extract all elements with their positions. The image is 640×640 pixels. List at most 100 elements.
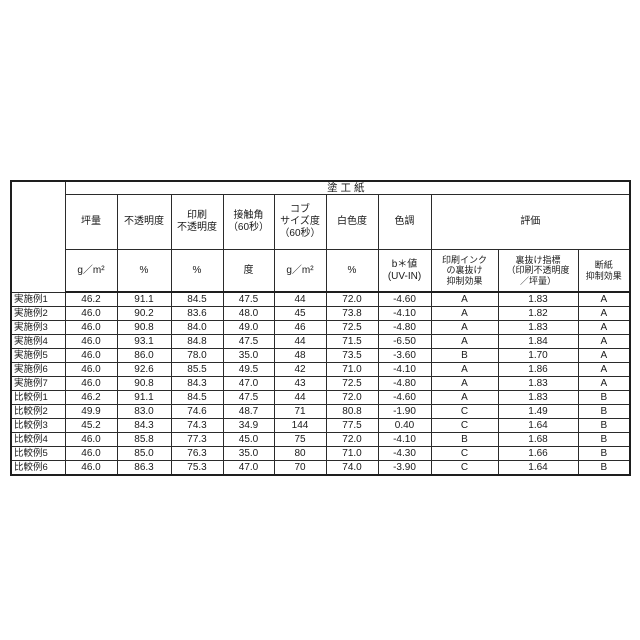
- corner-cell: [10, 180, 66, 293]
- table-cell: 90.2: [116, 306, 172, 321]
- table-cell: 91.1: [116, 291, 172, 307]
- table-cell: 84.0: [170, 320, 224, 335]
- table-cell: 48.0: [222, 306, 275, 321]
- table-cell: 46.2: [64, 390, 118, 405]
- eval-subheader-strike-through-index: 裏抜け指標 （印刷不透明度 ／坪量）: [497, 249, 579, 293]
- table-cell: -4.60: [377, 291, 432, 307]
- table-row: 実施例4 46.0 93.1 84.8 47.5 44 71.5 -6.50 A 1.84 A: [10, 334, 631, 349]
- table-cell: C: [430, 404, 499, 419]
- table-cell: 46.2: [64, 291, 118, 307]
- table-cell: 46.0: [64, 376, 118, 391]
- row-label: 実施例2: [10, 306, 66, 321]
- table-cell: 83.6: [170, 306, 224, 321]
- table-cell: 83.0: [116, 404, 172, 419]
- coated-paper-results-table: 塗工紙 坪量 不透明度 印刷 不透明度 接触角 （60秒） コブ サイズ度 （6…: [10, 180, 632, 476]
- table-cell: 73.8: [325, 306, 379, 321]
- table-cell: 1.49: [497, 404, 579, 419]
- table-cell: 70: [273, 460, 327, 476]
- table-cell: 74.3: [170, 418, 224, 433]
- table-cell: 80: [273, 446, 327, 461]
- table-cell: A: [430, 362, 499, 377]
- table-cell: 74.0: [325, 460, 379, 476]
- table-cell: 84.5: [170, 390, 224, 405]
- table-row: 実施例2 46.0 90.2 83.6 48.0 45 73.8 -4.10 A 1.82 A: [10, 306, 631, 321]
- table-cell: 90.8: [116, 320, 172, 335]
- table-cell: A: [430, 291, 499, 307]
- table-cell: A: [577, 362, 631, 377]
- table-cell: B: [577, 390, 631, 405]
- table-row: 実施例6 46.0 92.6 85.5 49.5 42 71.0 -4.10 A 1.86 A: [10, 362, 631, 377]
- table-cell: 91.1: [116, 390, 172, 405]
- row-label: 実施例5: [10, 348, 66, 363]
- table-cell: 1.68: [497, 432, 579, 447]
- table-row: 実施例1 46.2 91.1 84.5 47.5 44 72.0 -4.60 A 1.83 A: [10, 291, 631, 307]
- table-cell: 1.83: [497, 390, 579, 405]
- table-cell: 0.40: [377, 418, 432, 433]
- col-header-basis-weight: 坪量: [64, 194, 118, 250]
- table-cell: A: [430, 320, 499, 335]
- table-cell: A: [577, 306, 631, 321]
- col-header-cobb-size: コブ サイズ度 （60秒）: [273, 194, 327, 250]
- table-cell: 1.84: [497, 334, 579, 349]
- table-cell: 45.0: [222, 432, 275, 447]
- table-row: 比較例2 49.9 83.0 74.6 48.7 71 80.8 -1.90 C 1.49 B: [10, 404, 631, 419]
- row-label: 実施例3: [10, 320, 66, 335]
- unit-color-tone: b＊値 (UV-IN): [377, 249, 432, 293]
- unit-cobb-size: g／m²: [273, 249, 327, 293]
- row-label: 実施例6: [10, 362, 66, 377]
- table-cell: 45: [273, 306, 327, 321]
- table-row: 実施例7 46.0 90.8 84.3 47.0 43 72.5 -4.80 A 1.83 A: [10, 376, 631, 391]
- table-cell: 72.0: [325, 291, 379, 307]
- table-row: 比較例5 46.0 85.0 76.3 35.0 80 71.0 -4.30 C 1.66 B: [10, 446, 631, 461]
- table-cell: 77.3: [170, 432, 224, 447]
- table-cell: 72.0: [325, 390, 379, 405]
- table-cell: 47.0: [222, 376, 275, 391]
- unit-opacity: %: [116, 249, 172, 293]
- table-cell: 46.0: [64, 460, 118, 476]
- row-label: 実施例7: [10, 376, 66, 391]
- row-label: 比較例5: [10, 446, 66, 461]
- table-cell: 77.5: [325, 418, 379, 433]
- table-cell: 43: [273, 376, 327, 391]
- table-cell: 47.5: [222, 390, 275, 405]
- row-label: 実施例4: [10, 334, 66, 349]
- table-row: 比較例3 45.2 84.3 74.3 34.9 144 77.5 0.40 C 1.64 B: [10, 418, 631, 433]
- table-row: 実施例3 46.0 90.8 84.0 49.0 46 72.5 -4.80 A 1.83 A: [10, 320, 631, 335]
- table-cell: A: [577, 320, 631, 335]
- table-cell: 48: [273, 348, 327, 363]
- table-cell: A: [577, 291, 631, 307]
- table-cell: 48.7: [222, 404, 275, 419]
- table-body: 実施例1 46.2 91.1 84.5 47.5 44 72.0 -4.60 A 1.83 A 実施例…: [10, 291, 631, 476]
- table-cell: A: [430, 390, 499, 405]
- table-cell: A: [577, 348, 631, 363]
- table-cell: 71: [273, 404, 327, 419]
- table-cell: B: [577, 404, 631, 419]
- table-cell: 46.0: [64, 306, 118, 321]
- table-cell: 49.5: [222, 362, 275, 377]
- table-cell: 75.3: [170, 460, 224, 476]
- table-cell: B: [430, 432, 499, 447]
- table-cell: 49.0: [222, 320, 275, 335]
- table-cell: -4.80: [377, 320, 432, 335]
- table-cell: B: [577, 460, 631, 476]
- table-cell: 75: [273, 432, 327, 447]
- table-cell: 1.82: [497, 306, 579, 321]
- table-cell: 1.83: [497, 291, 579, 307]
- table-row: 実施例5 46.0 86.0 78.0 35.0 48 73.5 -3.60 B 1.70 A: [10, 348, 631, 363]
- table-cell: 80.8: [325, 404, 379, 419]
- table-cell: -4.30: [377, 446, 432, 461]
- table-title: 塗工紙: [64, 180, 631, 195]
- table-cell: 34.9: [222, 418, 275, 433]
- unit-row: g／m² % % 度 g／m² % b＊値 (UV-IN) 印刷インク の裏抜け…: [11, 249, 631, 293]
- table-cell: 47.5: [222, 334, 275, 349]
- table-cell: 44: [273, 390, 327, 405]
- table-cell: 35.0: [222, 348, 275, 363]
- table-cell: 71.5: [325, 334, 379, 349]
- table-cell: -1.90: [377, 404, 432, 419]
- table-cell: B: [577, 446, 631, 461]
- table-cell: 84.3: [170, 376, 224, 391]
- table-cell: 86.3: [116, 460, 172, 476]
- col-header-contact-angle: 接触角 （60秒）: [222, 194, 275, 250]
- col-header-whiteness: 白色度: [325, 194, 379, 250]
